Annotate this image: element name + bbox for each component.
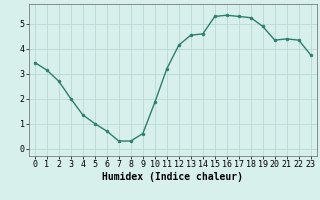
X-axis label: Humidex (Indice chaleur): Humidex (Indice chaleur) [102, 172, 243, 182]
